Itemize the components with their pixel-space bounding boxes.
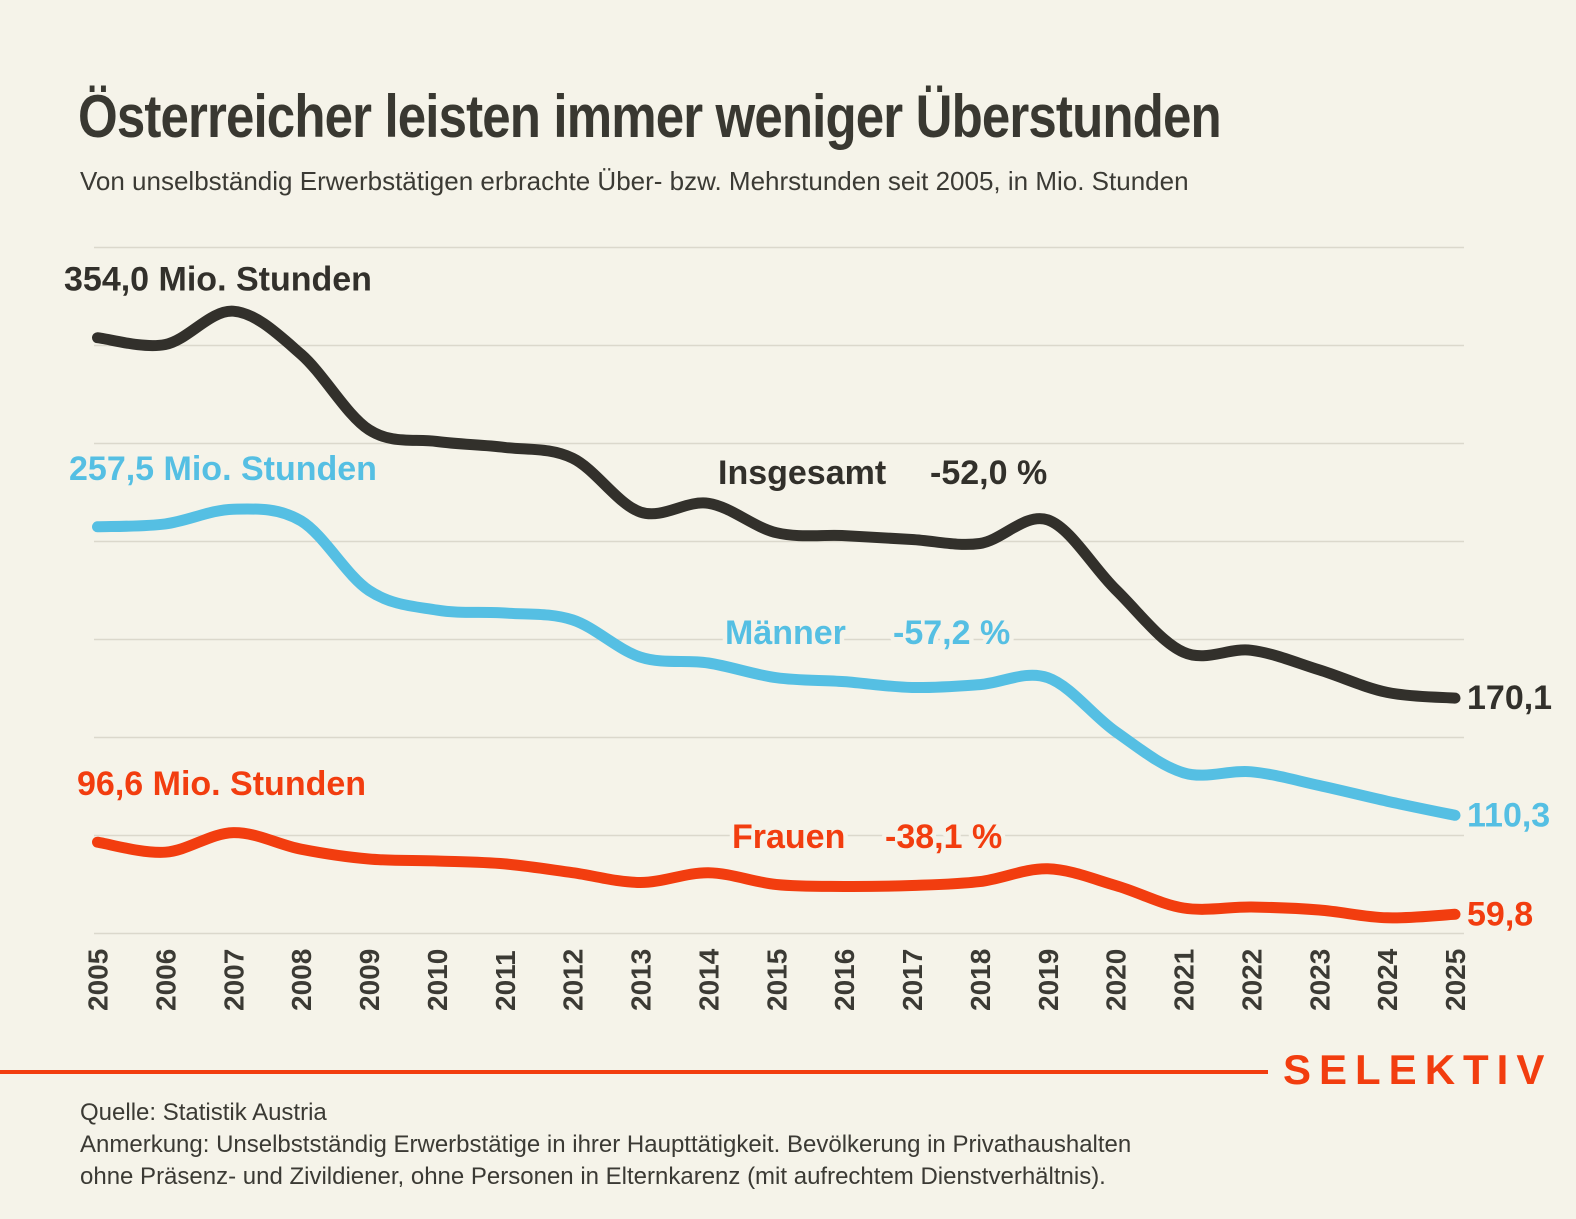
series-line-männer xyxy=(92,503,1461,821)
note-line-2: ohne Präsenz- und Zivildiener, ohne Pers… xyxy=(80,1163,1106,1190)
x-axis-year-label: 2008 xyxy=(286,949,317,1011)
source-text: Quelle: Statistik Austria xyxy=(80,1099,327,1126)
series-change-label: -38,1 % xyxy=(885,818,1002,856)
series-line-frauen xyxy=(92,827,1461,924)
brand-logo: SELEKTIV xyxy=(1283,1046,1553,1093)
page-subtitle: Von unselbständig Erwerbstätigen erbrach… xyxy=(80,166,1189,196)
x-axis-year-label: 2007 xyxy=(218,949,249,1011)
x-axis-year-label: 2012 xyxy=(558,949,589,1011)
series-change-label: -52,0 % xyxy=(930,454,1047,492)
page-title: Österreicher leisten immer weniger Übers… xyxy=(78,83,1222,150)
series-name-label: Insgesamt xyxy=(718,454,886,492)
x-axis-year-label: 2006 xyxy=(150,949,181,1011)
series-start-value-label: 354,0 Mio. Stunden xyxy=(64,261,372,299)
series-end-value-label: 110,3 xyxy=(1467,796,1550,834)
x-axis-year-label: 2022 xyxy=(1236,949,1267,1011)
x-axis-year-label: 2025 xyxy=(1440,949,1471,1011)
x-axis-year-label: 2017 xyxy=(897,949,928,1011)
x-axis-year-label: 2013 xyxy=(626,949,657,1011)
series-change-label: -57,2 % xyxy=(893,614,1010,652)
x-axis-year-label: 2014 xyxy=(693,948,724,1011)
footer-rule xyxy=(0,1070,1268,1074)
x-axis-year-label: 2021 xyxy=(1169,949,1200,1011)
x-axis-year-label: 2015 xyxy=(761,949,792,1011)
series-name-label: Frauen xyxy=(732,818,845,856)
x-axis-year-label: 2016 xyxy=(829,949,860,1011)
x-axis-year-label: 2010 xyxy=(422,949,453,1011)
series-start-value-label: 96,6 Mio. Stunden xyxy=(77,765,366,803)
series-end-value-label: 59,8 xyxy=(1467,895,1533,933)
series-line-insgesamt xyxy=(92,305,1461,704)
x-axis-year-label: 2009 xyxy=(354,949,385,1011)
series-start-value-label: 257,5 Mio. Stunden xyxy=(69,450,377,488)
x-axis-year-label: 2018 xyxy=(965,949,996,1011)
note-line-1: Anmerkung: Unselbstständig Erwerbstätige… xyxy=(80,1131,1132,1158)
x-axis-year-label: 2023 xyxy=(1304,949,1335,1011)
x-axis-year-label: 2011 xyxy=(490,950,521,1011)
x-axis-year-label: 2024 xyxy=(1372,948,1403,1011)
series-name-label: Männer xyxy=(725,614,846,652)
series-end-value-label: 170,1 xyxy=(1467,679,1552,717)
x-axis-year-label: 2005 xyxy=(83,949,114,1011)
x-axis-year-label: 2019 xyxy=(1033,949,1064,1011)
x-axis-year-label: 2020 xyxy=(1101,949,1132,1011)
